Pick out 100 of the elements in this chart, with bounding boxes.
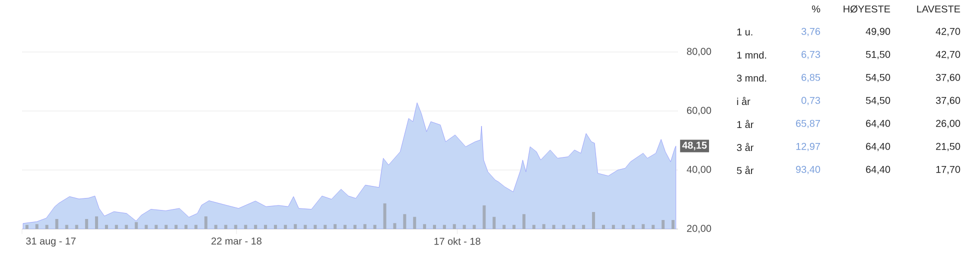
- bar: [75, 224, 78, 229]
- bar: [562, 224, 566, 229]
- text: 3 år: [736, 142, 754, 152]
- bar: [114, 224, 118, 229]
- bar: [522, 214, 526, 229]
- text: i år: [737, 96, 750, 106]
- bar: [423, 224, 426, 229]
- text: 64,40: [866, 120, 890, 128]
- bar: [383, 203, 386, 229]
- text: 54,50: [866, 74, 890, 82]
- text: 65,87: [796, 120, 820, 128]
- text: 37,60: [936, 74, 960, 82]
- bar: [284, 224, 287, 229]
- bar: [442, 224, 446, 229]
- bar: [622, 224, 625, 229]
- bar: [512, 224, 516, 229]
- bar: [214, 224, 218, 229]
- text: 42,70: [936, 28, 960, 36]
- text: 0,73: [801, 96, 820, 106]
- bar: [164, 224, 168, 229]
- text: 1 år: [737, 120, 754, 128]
- bar: [334, 224, 337, 229]
- bar: [652, 224, 655, 229]
- bar: [95, 216, 98, 229]
- bar: [314, 224, 317, 229]
- bar: [234, 224, 238, 229]
- bar: [532, 224, 536, 229]
- bar: [134, 222, 138, 229]
- bar: [353, 224, 356, 229]
- bar: [612, 224, 615, 229]
- x-tick-label: 31 aug - 17: [26, 238, 76, 247]
- text: 1 u.: [737, 28, 752, 36]
- bar: [174, 224, 178, 229]
- bar: [254, 224, 258, 229]
- bar: [582, 224, 586, 229]
- y-tick-label: 40,00: [686, 166, 712, 174]
- bar: [25, 224, 28, 229]
- bar: [45, 224, 48, 229]
- bar: [482, 205, 486, 229]
- text: 1 mnd.: [737, 51, 766, 59]
- bar: [344, 224, 347, 229]
- bar: [393, 223, 396, 229]
- y-tick-label: 80,00: [686, 48, 712, 56]
- bar: [672, 220, 675, 229]
- bar: [592, 212, 596, 229]
- bar: [55, 218, 58, 229]
- bar: [264, 224, 268, 229]
- bar: [403, 214, 406, 229]
- text: 26,00: [936, 120, 960, 128]
- text: LAVESTE: [917, 5, 960, 13]
- bar: [144, 224, 148, 229]
- bar: [432, 224, 436, 229]
- bar: [452, 224, 456, 229]
- bar: [363, 224, 366, 229]
- text: 64,40: [866, 166, 890, 174]
- bar: [572, 224, 576, 229]
- text: 17,70: [936, 166, 960, 174]
- bar: [35, 224, 38, 229]
- bar: [662, 220, 665, 229]
- annotation: 48,15: [682, 142, 707, 150]
- bar: [602, 224, 605, 229]
- bar: [492, 216, 496, 229]
- bar: [304, 224, 307, 229]
- bar: [85, 218, 88, 229]
- bar: [502, 224, 506, 229]
- bar: [104, 224, 108, 229]
- y-tick-label: 20,00: [687, 224, 712, 234]
- text: 51,50: [866, 50, 890, 60]
- text: 12,97: [796, 142, 820, 152]
- bar: [642, 224, 645, 229]
- bar: [542, 224, 546, 229]
- bar: [632, 224, 635, 229]
- bar: [65, 224, 68, 229]
- bar: [413, 216, 416, 229]
- bar: [552, 224, 556, 229]
- text: 3,76: [801, 28, 820, 36]
- bar: [204, 216, 208, 229]
- text: 42,70: [936, 50, 960, 60]
- text: 6,73: [802, 50, 820, 60]
- bar: [184, 224, 188, 229]
- y-tick-label: 60,00: [687, 106, 712, 116]
- bar: [194, 224, 198, 229]
- bar: [472, 224, 476, 229]
- bar: [244, 224, 248, 229]
- text: 64,40: [866, 142, 890, 152]
- x-tick-label: 22 mar - 18: [211, 238, 262, 245]
- text: HØYESTE: [844, 5, 890, 13]
- bar: [124, 224, 128, 229]
- text: 5 år: [736, 166, 754, 174]
- text: %: [812, 6, 820, 12]
- bar: [294, 224, 297, 229]
- bar: [154, 224, 158, 229]
- bar: [224, 224, 228, 229]
- text: 3 mnd.: [736, 74, 766, 82]
- bar: [373, 224, 376, 229]
- bar: [274, 224, 277, 229]
- bar: [462, 224, 466, 229]
- bar: [324, 224, 327, 229]
- text: 37,60: [936, 96, 960, 106]
- text: 49,90: [866, 28, 890, 36]
